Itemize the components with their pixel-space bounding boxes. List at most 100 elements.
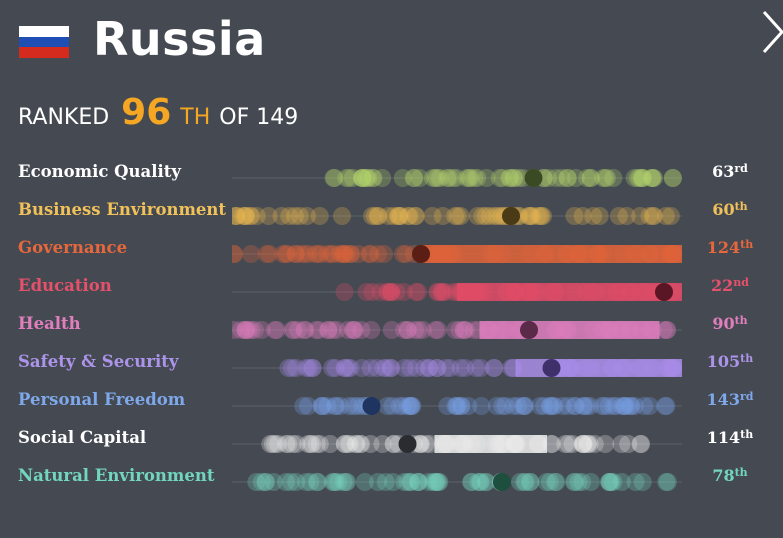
country-dot [661, 207, 680, 225]
country-dot [505, 169, 524, 187]
country-dot [398, 397, 417, 415]
country-dot [547, 473, 566, 491]
country-dot [569, 245, 588, 263]
pillar-row-economic-quality[interactable]: Economic Quality 63rd [0, 161, 783, 199]
country-dot [329, 473, 348, 491]
country-dot [542, 435, 561, 453]
country-dot [362, 321, 381, 339]
country-dot [558, 169, 577, 187]
country-dot [565, 397, 584, 415]
country-dot [338, 359, 357, 377]
country-dot [636, 283, 655, 301]
country-dot [327, 321, 346, 339]
country-dot [252, 321, 271, 339]
pillar-label: Business Environment [18, 200, 227, 219]
country-dot [592, 397, 611, 415]
country-dot [537, 473, 556, 491]
country-dot [343, 169, 362, 187]
country-dot [490, 321, 509, 339]
country-dot [589, 245, 608, 263]
country-dot [286, 245, 305, 263]
pillar-row-social-capital[interactable]: Social Capital 114th [0, 427, 783, 465]
country-dot [393, 169, 412, 187]
country-dot [286, 245, 305, 263]
country-dot [560, 359, 579, 377]
country-dot [340, 397, 359, 415]
country-dot [344, 397, 363, 415]
country-dot [378, 397, 397, 415]
country-dot [324, 245, 343, 263]
country-dot [613, 359, 632, 377]
country-dot [373, 169, 392, 187]
pillar-rank-suffix: th [740, 352, 754, 365]
country-dot [445, 245, 464, 263]
country-dot [615, 397, 634, 415]
country-dot [337, 473, 356, 491]
pillar-row-personal-freedom[interactable]: Personal Freedom 143rd [0, 389, 783, 427]
country-dot [409, 283, 428, 301]
country-dot [357, 169, 376, 187]
country-dot [390, 207, 409, 225]
country-dot [307, 435, 326, 453]
pillar-rank: 105th [700, 351, 760, 373]
country-dot [382, 283, 401, 301]
country-dot [352, 435, 371, 453]
country-dot [586, 283, 605, 301]
pillar-label: Safety & Security [18, 352, 179, 371]
country-dot [285, 207, 304, 225]
country-dot [630, 169, 649, 187]
country-dot [352, 321, 371, 339]
country-dot [416, 435, 435, 453]
country-dot [622, 321, 641, 339]
country-dot [388, 207, 407, 225]
pillar-row-education[interactable]: Education 22nd [0, 275, 783, 313]
country-dot [599, 397, 618, 415]
country-dot [494, 435, 513, 453]
country-dot [515, 283, 534, 301]
country-dot [505, 435, 524, 453]
country-dot [390, 207, 409, 225]
country-dot [338, 321, 357, 339]
country-dot [504, 169, 523, 187]
country-dot [337, 245, 356, 263]
country-dot [447, 397, 466, 415]
country-dot [454, 283, 473, 301]
country-dot [466, 283, 485, 301]
pillar-rank-suffix: rd [739, 390, 754, 403]
country-dot [470, 283, 489, 301]
country-dot [433, 245, 452, 263]
country-dot [303, 359, 322, 377]
country-dot [428, 169, 447, 187]
country-dot [429, 473, 448, 491]
country-dot [595, 397, 614, 415]
pillar-row-natural-environment[interactable]: Natural Environment 78th [0, 465, 783, 503]
close-chevron-icon[interactable] [760, 6, 783, 54]
country-dot [306, 321, 325, 339]
pillar-row-safety-security[interactable]: Safety & Security 105th [0, 351, 783, 389]
country-dot [528, 435, 547, 453]
country-dot [333, 207, 352, 225]
country-dot [607, 283, 626, 301]
country-dot [427, 473, 446, 491]
country-dot [500, 169, 519, 187]
pillar-rank-number: 114 [706, 428, 741, 447]
country-dot [423, 207, 442, 225]
country-dot [641, 245, 660, 263]
country-dot [643, 321, 662, 339]
country-dot [277, 435, 296, 453]
pillar-row-health[interactable]: Health 90th [0, 313, 783, 351]
country-dot [492, 435, 511, 453]
country-dot [621, 283, 640, 301]
country-dot [287, 473, 306, 491]
country-dot [361, 435, 380, 453]
country-dot [487, 397, 506, 415]
country-dot [364, 169, 383, 187]
country-dot [349, 245, 368, 263]
pillar-row-business-environment[interactable]: Business Environment 60th [0, 199, 783, 237]
pillar-rank-number: 63 [712, 162, 735, 181]
pillar-label: Social Capital [18, 428, 147, 447]
country-dot [327, 397, 346, 415]
pillar-row-governance[interactable]: Governance 124th [0, 237, 783, 275]
total-countries: OF 149 [219, 105, 299, 130]
country-dot [485, 245, 504, 263]
